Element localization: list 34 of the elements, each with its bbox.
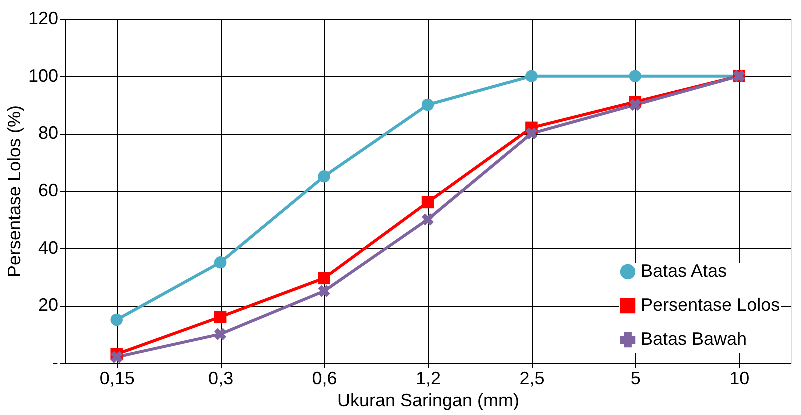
legend-label: Batas Bawah bbox=[641, 329, 748, 349]
point bbox=[422, 196, 434, 209]
point bbox=[214, 311, 227, 324]
x-tick-label: 5 bbox=[630, 368, 641, 388]
y-tick-label: 80 bbox=[38, 123, 58, 144]
point bbox=[110, 314, 123, 326]
x-tick-label: 0,15 bbox=[100, 368, 135, 388]
x-tick-label: 1,2 bbox=[416, 368, 442, 388]
point bbox=[422, 214, 434, 226]
point bbox=[110, 351, 123, 364]
point bbox=[214, 328, 227, 340]
legend-label: Persentase Lolos bbox=[641, 295, 780, 315]
point bbox=[318, 285, 330, 298]
point bbox=[526, 70, 538, 82]
x-tick-label: 2,5 bbox=[520, 368, 545, 388]
y-tick-label: - bbox=[52, 352, 58, 372]
x-tick-label: 0,3 bbox=[208, 368, 234, 388]
x-tick-label: 10 bbox=[730, 368, 750, 388]
y-axis-title: Persentase Lolos (%) bbox=[4, 105, 24, 278]
x-axis-title: Ukuran Saringan (mm) bbox=[337, 390, 520, 410]
x-tick-label: 0,6 bbox=[312, 368, 338, 388]
point bbox=[422, 98, 434, 112]
point bbox=[629, 98, 642, 112]
y-tick-label: 60 bbox=[38, 180, 58, 200]
point bbox=[318, 272, 330, 285]
point bbox=[629, 70, 642, 82]
legend-label: Batas Atas bbox=[641, 261, 728, 281]
point bbox=[526, 128, 538, 140]
point bbox=[214, 256, 227, 269]
y-tick-label: 100 bbox=[28, 66, 58, 86]
y-tick-label: 40 bbox=[38, 238, 58, 258]
y-tick-label: 20 bbox=[38, 295, 58, 316]
y-tick-label: 120 bbox=[28, 8, 58, 28]
point bbox=[318, 170, 330, 183]
